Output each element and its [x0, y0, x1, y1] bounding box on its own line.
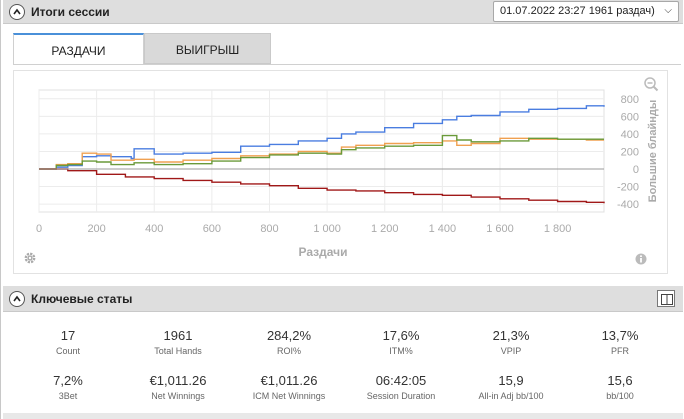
- tab-hands[interactable]: РАЗДАЧИ: [13, 33, 144, 64]
- y-tick-label: -400: [617, 199, 639, 211]
- collapse-up-icon[interactable]: [9, 4, 25, 20]
- split-view-icon[interactable]: [657, 290, 675, 307]
- stat-value: 284,2%: [266, 328, 312, 343]
- stat-itm: 17,6% ITM%: [345, 328, 457, 356]
- stat-label: Session Duration: [366, 391, 436, 401]
- tab-divider: [13, 64, 681, 65]
- stat-icm-net-winnings: €1,011.26 ICM Net Winnings: [233, 373, 345, 401]
- stat-value: 17,6%: [382, 328, 420, 343]
- stat-session-duration: 06:42:05 Session Duration: [345, 373, 457, 401]
- stat-value: €1,011.26: [260, 373, 318, 388]
- info-icon[interactable]: [635, 252, 647, 265]
- stat-3bet: 7,2% 3Bet: [12, 373, 124, 401]
- key-stats-grid: 17 Count 1961 Total Hands 284,2% ROI% 17,6%…: [3, 313, 683, 419]
- x-tick-label: 600: [203, 223, 221, 235]
- session-summary-header[interactable]: Итоги сессии 01.07.2022 23:27 1961 разда…: [3, 0, 683, 24]
- stat-label: ICM Net Winnings: [252, 391, 326, 401]
- stat-label: bb/100: [606, 391, 634, 401]
- series-line: [39, 105, 605, 170]
- key-stats-title: Ключевые статы: [31, 292, 133, 306]
- stat-pfr: 13,7% PFR: [564, 328, 676, 356]
- stat-vpip: 21,3% VPIP: [455, 328, 567, 356]
- session-chart[interactable]: 0 200 400 600 800 1 000 1 200 1 400 1 600 1 800 80…: [13, 70, 668, 274]
- tab-winnings[interactable]: ВЫИГРЫШ: [144, 33, 271, 64]
- stat-label: ROI%: [276, 346, 301, 356]
- x-tick-label: 200: [87, 223, 105, 235]
- x-tick-label: 0: [36, 223, 42, 235]
- series-line: [39, 137, 604, 170]
- chevron-down-icon: ⌵: [664, 5, 672, 16]
- stat-label: VPIP: [500, 346, 522, 356]
- chart-canvas: 0 200 400 600 800 1 000 1 200 1 400 1 600 1 800 80…: [36, 89, 659, 259]
- stat-allin-adj: 15,9 All-in Adj bb/100: [455, 373, 567, 401]
- stat-value: 13,7%: [601, 328, 639, 343]
- stat-roi: 284,2% ROI%: [233, 328, 345, 356]
- gear-icon[interactable]: [23, 251, 37, 265]
- x-tick-label: 1 600: [486, 223, 514, 235]
- y-tick-label: -200: [617, 182, 639, 194]
- stat-value: 15,6: [607, 373, 633, 388]
- x-tick-label: 1 800: [544, 223, 572, 235]
- stat-count: 17 Count: [12, 328, 124, 356]
- stat-label: 3Bet: [58, 391, 78, 401]
- stat-label: Net Winnings: [151, 391, 205, 401]
- stat-net-winnings: €1,011.26 Net Winnings: [122, 373, 234, 401]
- session-select-value: 01.07.2022 23:27 1961 раздач): [500, 5, 655, 17]
- y-tick-label: 600: [621, 111, 639, 123]
- collapse-up-icon[interactable]: [9, 291, 25, 307]
- y-tick-label: 800: [621, 94, 639, 106]
- series-line: [39, 168, 605, 204]
- series-line: [39, 134, 604, 170]
- x-tick-label: 1 400: [429, 223, 457, 235]
- key-stats-header[interactable]: Ключевые статы: [3, 286, 683, 312]
- x-tick-label: 400: [145, 223, 163, 235]
- y-tick-label: 200: [621, 146, 639, 158]
- stat-label: All-in Adj bb/100: [478, 391, 544, 401]
- y-tick-label: 400: [621, 129, 639, 141]
- y-tick-label: 0: [633, 164, 639, 176]
- stat-value: 21,3%: [492, 328, 530, 343]
- stat-value: 7,2%: [53, 373, 83, 388]
- stat-value: 1961: [163, 328, 193, 343]
- stat-label: Count: [55, 346, 81, 356]
- x-axis-label: Раздачи: [299, 245, 348, 259]
- stat-value: 06:42:05: [375, 373, 427, 388]
- stat-label: ITM%: [389, 346, 413, 356]
- stat-label: PFR: [611, 346, 629, 356]
- x-tick-label: 1 000: [313, 223, 341, 235]
- stat-value: 15,9: [498, 373, 524, 388]
- x-tick-label: 1 200: [371, 223, 399, 235]
- stat-value: €1,011.26: [149, 373, 207, 388]
- y-axis-label: Большие блайнды: [647, 100, 659, 203]
- session-select[interactable]: 01.07.2022 23:27 1961 раздач) ⌵: [493, 1, 679, 22]
- stat-total-hands: 1961 Total Hands: [122, 328, 234, 356]
- session-summary-title: Итоги сессии: [31, 5, 110, 19]
- stat-label: Total Hands: [154, 346, 202, 356]
- x-tick-label: 800: [260, 223, 278, 235]
- bottom-bar: [3, 413, 683, 419]
- stat-value: 17: [60, 328, 76, 343]
- zoom-icon[interactable]: [643, 76, 659, 92]
- stat-bb100: 15,6 bb/100: [564, 373, 676, 401]
